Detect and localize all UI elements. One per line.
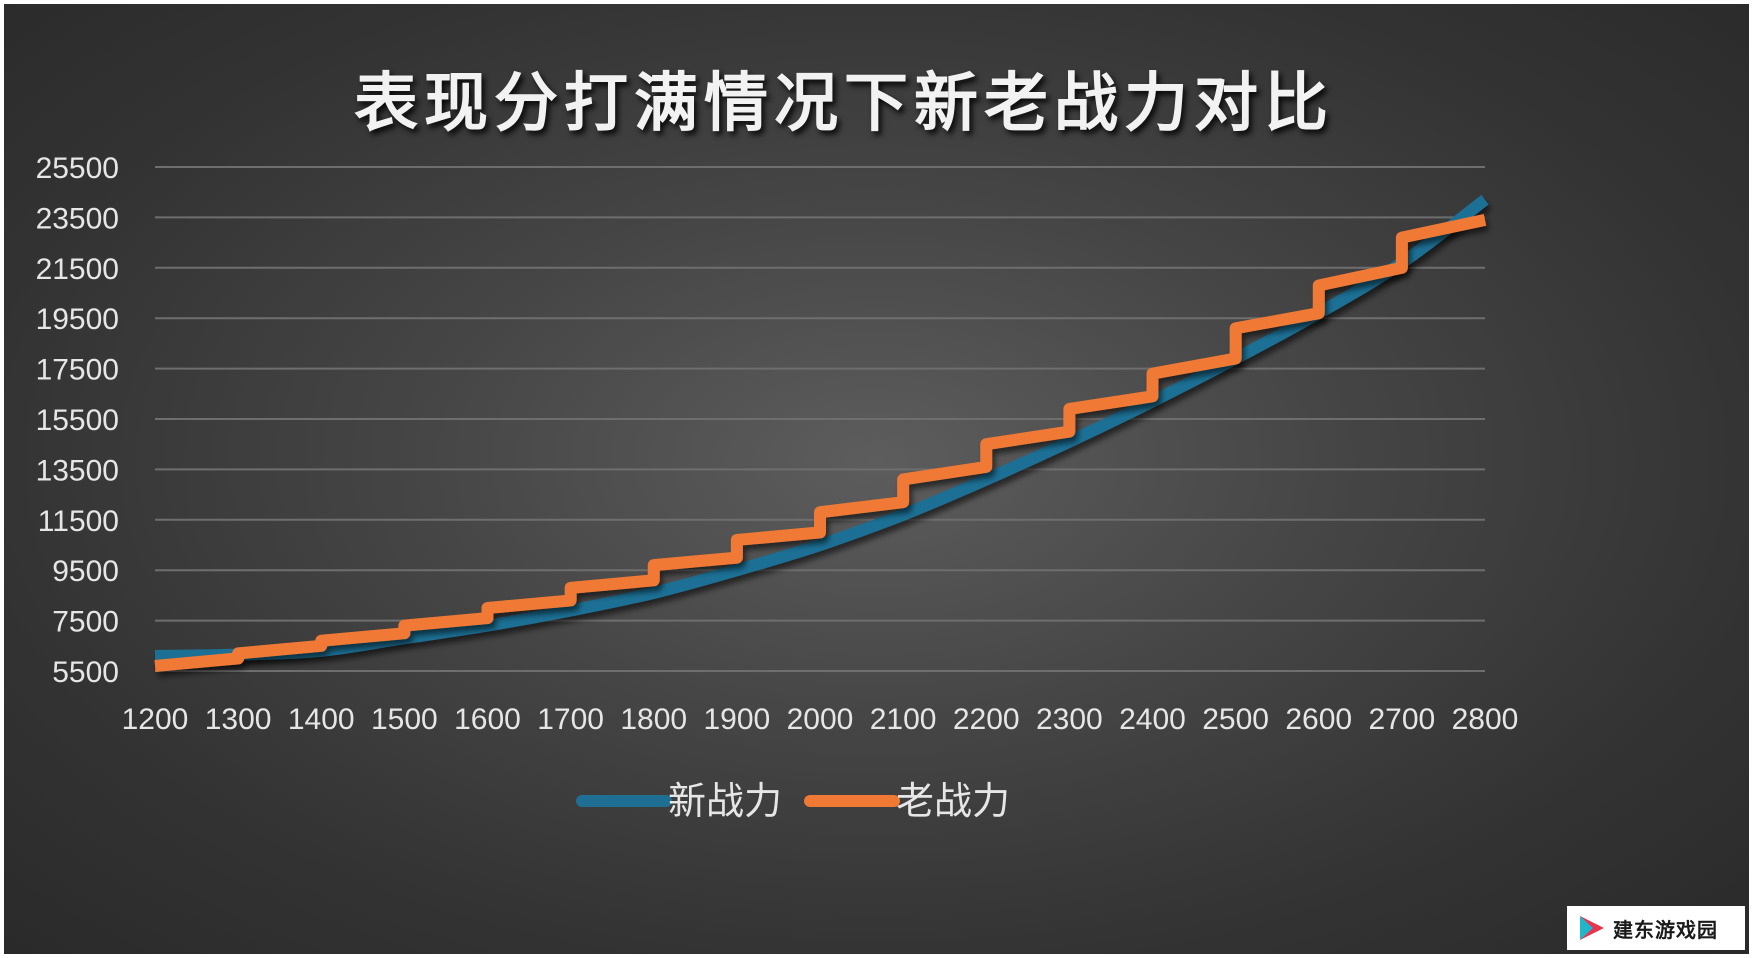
plot-area: 5500 7500 9500 11500 13500 15500 17500 19500 215… (36, 152, 1519, 823)
play-triangle-logo-icon (1580, 916, 1604, 940)
y-tick-label: 9500 (52, 555, 119, 588)
watermark-text: 建东游戏园 (1613, 917, 1718, 942)
legend-label: 老战力 (896, 779, 1010, 823)
y-tick-label: 15500 (36, 404, 119, 437)
x-tick-label: 1700 (537, 703, 604, 736)
series-line-1 (154, 194, 1489, 662)
x-tick-label: 1300 (205, 703, 272, 736)
x-axis-ticks: 1200 1300 1400 1500 1600 1700 1800 1900 2000 2100… (122, 703, 1519, 736)
grid-layer (155, 166, 1485, 672)
y-tick-label: 11500 (38, 505, 119, 538)
y-tick-label: 13500 (36, 454, 119, 487)
y-tick-label: 7500 (52, 606, 119, 639)
series-layer (154, 194, 1489, 672)
y-tick-label: 25500 (36, 152, 119, 185)
watermark: 建东游戏园 (1567, 906, 1745, 950)
x-tick-label: 2000 (787, 703, 854, 736)
x-tick-label: 1400 (288, 703, 355, 736)
y-tick-label: 19500 (36, 303, 119, 336)
x-tick-label: 1600 (454, 703, 521, 736)
y-tick-label: 5500 (52, 656, 119, 689)
x-tick-label: 2700 (1369, 703, 1436, 736)
y-tick-label: 17500 (36, 354, 119, 387)
x-tick-label: 1800 (620, 703, 687, 736)
chart-frame: 表现分打满情况下新老战力对比 5500 7500 9500 11500 13500 155… (4, 4, 1749, 954)
x-tick-label: 1500 (371, 703, 438, 736)
y-tick-label: 21500 (36, 253, 119, 286)
x-tick-label: 2800 (1452, 703, 1519, 736)
x-tick-label: 1200 (122, 703, 189, 736)
legend: 新战力 老战力 (576, 779, 1010, 823)
x-tick-label: 2500 (1202, 703, 1269, 736)
series-line-2 (154, 214, 1487, 672)
chart-title: 表现分打满情况下新老战力对比 (354, 67, 1334, 141)
x-tick-label: 2200 (953, 703, 1020, 736)
x-tick-label: 2400 (1119, 703, 1186, 736)
x-tick-label: 2600 (1285, 703, 1352, 736)
x-tick-label: 2300 (1036, 703, 1103, 736)
legend-label: 新战力 (668, 779, 782, 823)
x-tick-label: 2100 (870, 703, 937, 736)
y-tick-label: 23500 (36, 202, 119, 235)
x-tick-label: 1900 (704, 703, 771, 736)
y-axis-ticks: 5500 7500 9500 11500 13500 15500 17500 19500 215… (36, 152, 119, 689)
